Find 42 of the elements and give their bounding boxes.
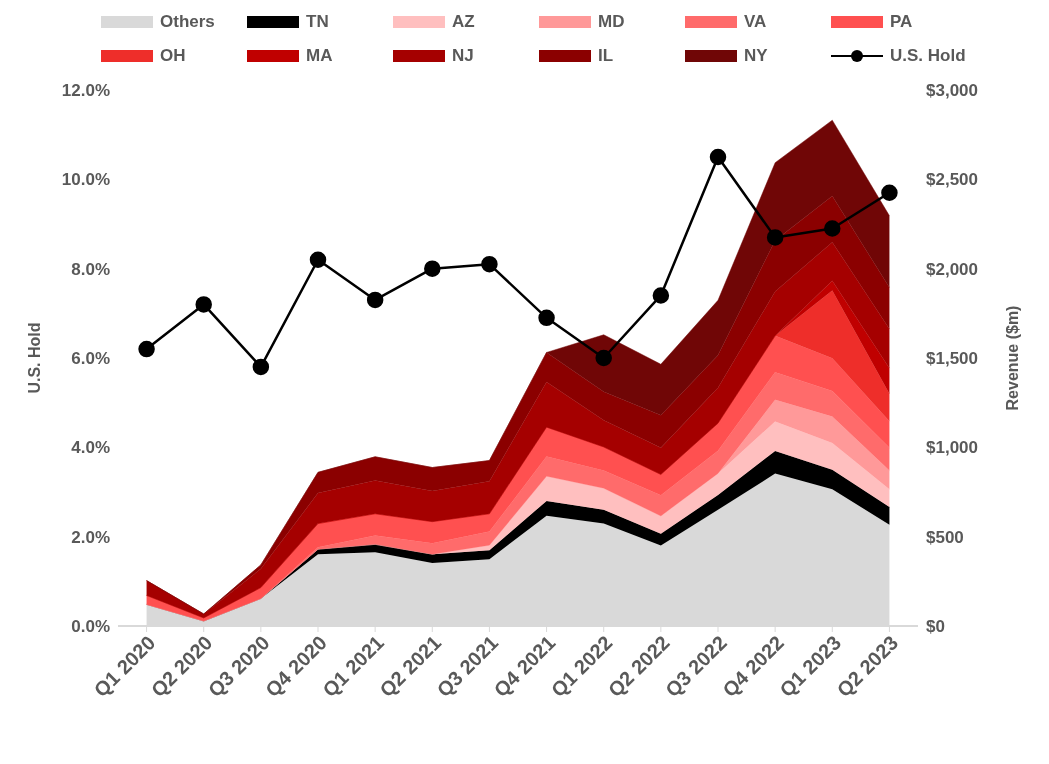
legend-label: VA — [744, 12, 767, 32]
y2-tick-label: $2,000 — [926, 259, 978, 279]
y-tick-label: 8.0% — [71, 259, 110, 279]
y2-tick-label: $1,000 — [926, 438, 978, 458]
point — [424, 260, 441, 277]
y2-axis-title: Revenue ($m) — [1003, 305, 1021, 411]
y-tick-label: 12.0% — [61, 81, 110, 101]
y2-tick-label: $0 — [926, 617, 945, 637]
point — [709, 148, 727, 166]
y-tick-label: 0.0% — [71, 617, 110, 637]
y-tick-label: 2.0% — [71, 527, 110, 547]
y-tick-label: 6.0% — [71, 349, 110, 369]
point — [138, 340, 155, 358]
y2-tick-label: $3,000 — [926, 81, 978, 101]
legend-label: Others — [160, 12, 215, 32]
point — [538, 309, 555, 327]
legend-label: U.S. Hold — [890, 46, 966, 66]
y-axis-title: U.S. Hold — [25, 322, 43, 394]
point — [309, 251, 327, 268]
legend-label: IL — [598, 46, 614, 66]
point — [366, 291, 384, 309]
y-tick-label: 10.0% — [61, 170, 110, 190]
point — [881, 184, 898, 201]
y2-tick-label: $500 — [926, 527, 964, 547]
legend-label: MD — [598, 12, 625, 32]
point — [595, 349, 612, 367]
y2-tick-label: $2,500 — [926, 170, 978, 190]
point — [195, 296, 212, 313]
legend-label: OH — [160, 46, 186, 66]
legend-label: PA — [890, 12, 913, 32]
legend-label: MA — [306, 46, 333, 66]
point — [652, 287, 670, 304]
point — [481, 255, 498, 273]
legend-label: AZ — [452, 12, 475, 32]
point — [252, 358, 270, 376]
y2-tick-label: $1,500 — [926, 349, 978, 369]
legend-label: NY — [744, 46, 768, 66]
point — [766, 229, 784, 246]
legend-label: TN — [306, 12, 329, 32]
y-tick-label: 4.0% — [71, 438, 110, 458]
point — [824, 220, 841, 237]
legend-label: NJ — [452, 46, 474, 66]
